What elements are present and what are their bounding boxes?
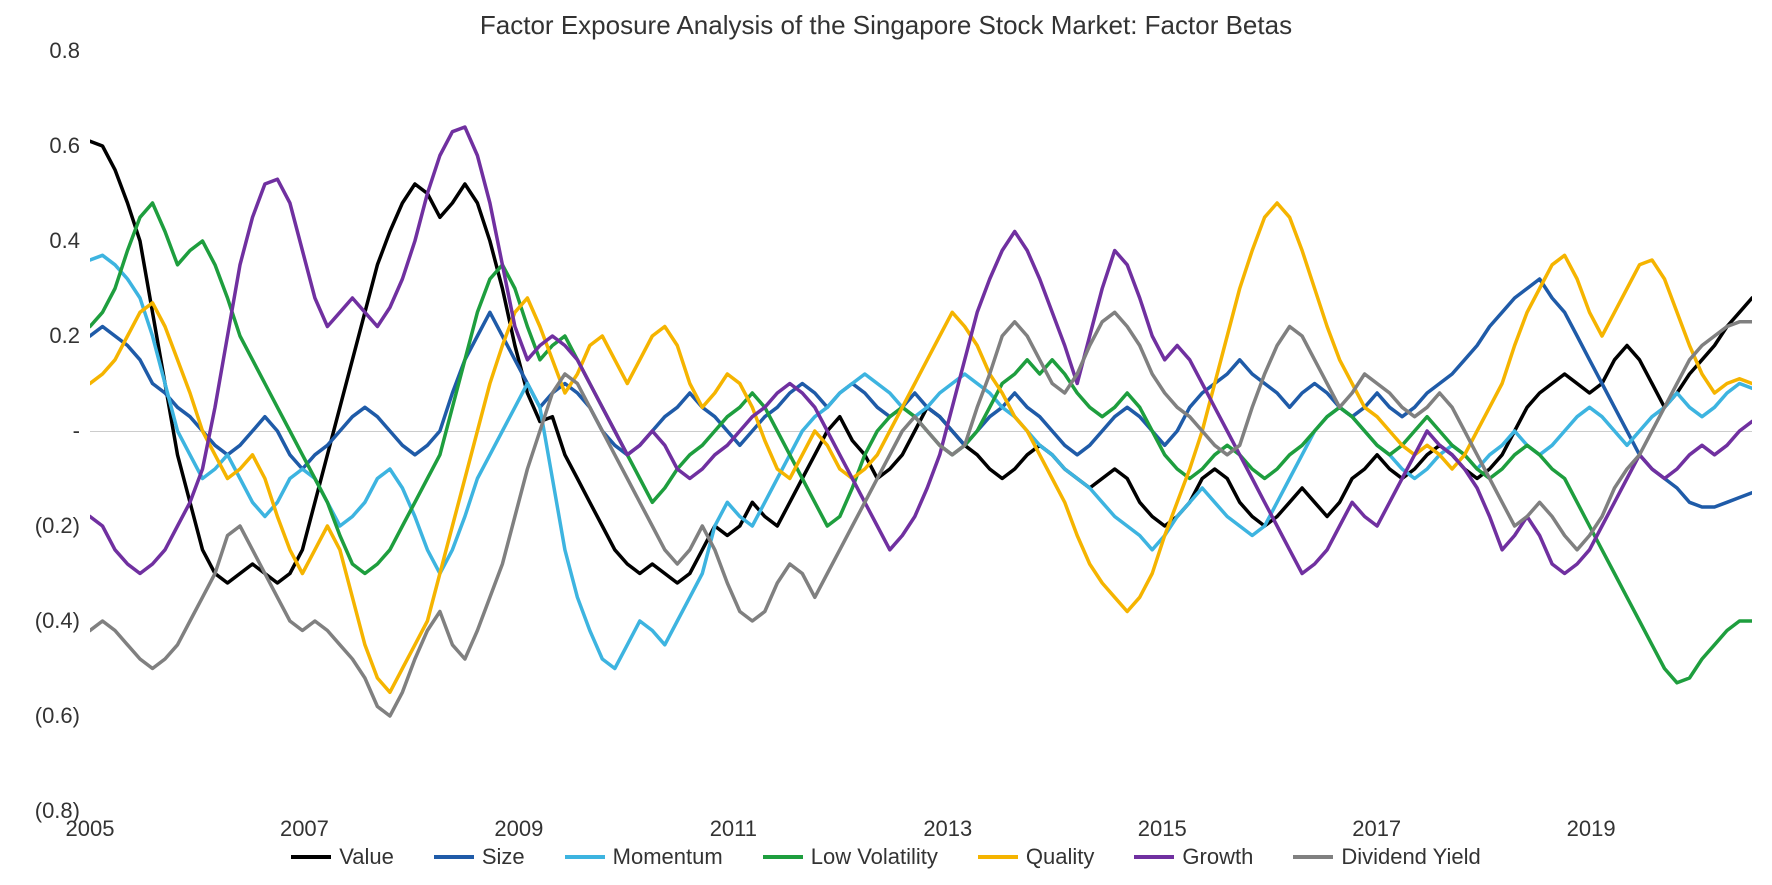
y-tick-label: (0.2) xyxy=(35,513,80,539)
line-plot-svg xyxy=(90,51,1752,811)
chart-title: Factor Exposure Analysis of the Singapor… xyxy=(20,10,1752,41)
x-tick-label: 2017 xyxy=(1352,816,1401,842)
y-tick-label: 0.6 xyxy=(49,133,80,159)
legend-item-growth: Growth xyxy=(1134,844,1253,870)
y-tick-label: (0.4) xyxy=(35,608,80,634)
legend-swatch xyxy=(565,855,605,859)
x-tick-label: 2007 xyxy=(280,816,329,842)
legend-label: Size xyxy=(482,844,525,870)
chart-container: Factor Exposure Analysis of the Singapor… xyxy=(20,10,1752,875)
legend-label: Dividend Yield xyxy=(1341,844,1480,870)
legend-item-size: Size xyxy=(434,844,525,870)
legend-label: Low Volatility xyxy=(811,844,938,870)
y-axis: 0.80.60.40.2-(0.2)(0.4)(0.6)(0.8) xyxy=(20,51,90,811)
legend-label: Momentum xyxy=(613,844,723,870)
x-tick-label: 2013 xyxy=(923,816,972,842)
plot-area: 0.80.60.40.2-(0.2)(0.4)(0.6)(0.8) 200520… xyxy=(20,51,1752,811)
x-tick-label: 2015 xyxy=(1138,816,1187,842)
x-tick-label: 2019 xyxy=(1567,816,1616,842)
legend-item-low-volatility: Low Volatility xyxy=(763,844,938,870)
legend-item-momentum: Momentum xyxy=(565,844,723,870)
x-axis: 20052007200920112013201520172019 xyxy=(90,816,1752,846)
legend-label: Quality xyxy=(1026,844,1094,870)
legend-label: Value xyxy=(339,844,394,870)
x-tick-label: 2011 xyxy=(710,816,757,842)
y-tick-label: 0.8 xyxy=(49,38,80,64)
x-tick-label: 2005 xyxy=(66,816,115,842)
legend-swatch xyxy=(291,855,331,859)
legend-swatch xyxy=(1134,855,1174,859)
legend-item-value: Value xyxy=(291,844,394,870)
series-line-quality xyxy=(90,203,1752,692)
series-line-value xyxy=(90,141,1752,583)
legend-swatch xyxy=(434,855,474,859)
legend-swatch xyxy=(978,855,1018,859)
legend-item-dividend-yield: Dividend Yield xyxy=(1293,844,1480,870)
legend-swatch xyxy=(763,855,803,859)
legend-label: Growth xyxy=(1182,844,1253,870)
y-tick-label: 0.2 xyxy=(49,323,80,349)
series-line-momentum xyxy=(90,255,1752,668)
y-tick-label: 0.4 xyxy=(49,228,80,254)
y-tick-label: - xyxy=(73,418,80,444)
legend-swatch xyxy=(1293,855,1333,859)
y-tick-label: (0.6) xyxy=(35,703,80,729)
legend-item-quality: Quality xyxy=(978,844,1094,870)
legend: Value Size Momentum Low Volatility Quality Gr… xyxy=(20,844,1752,870)
x-tick-label: 2009 xyxy=(494,816,543,842)
